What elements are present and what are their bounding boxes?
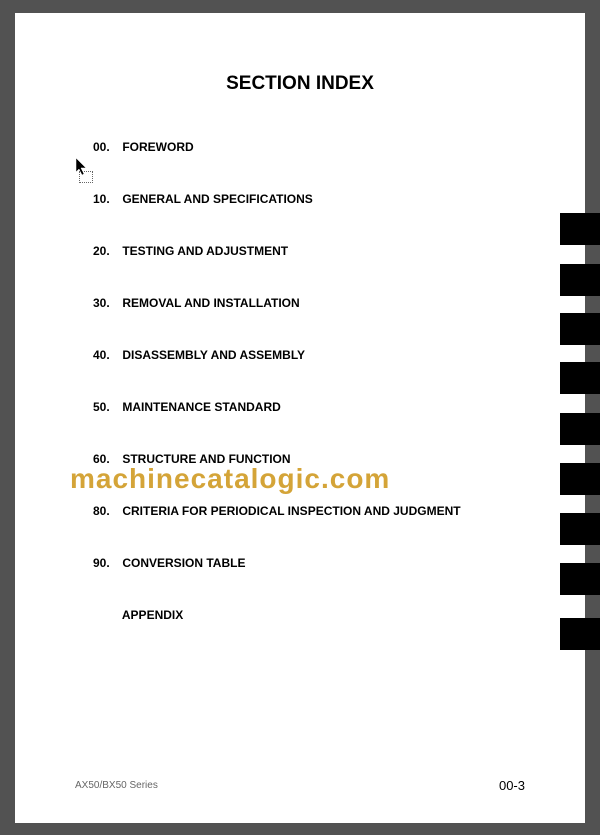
footer-page-number: 00-3 bbox=[499, 778, 525, 793]
index-label: FOREWORD bbox=[122, 140, 193, 154]
index-number: 40. bbox=[93, 348, 119, 362]
section-tab[interactable] bbox=[560, 463, 600, 495]
section-tab[interactable] bbox=[560, 213, 600, 245]
index-item: 40. DISASSEMBLY AND ASSEMBLY bbox=[75, 348, 525, 362]
index-item: 10. GENERAL AND SPECIFICATIONS bbox=[75, 192, 525, 206]
section-tab[interactable] bbox=[560, 264, 600, 296]
index-label: CRITERIA FOR PERIODICAL INSPECTION AND J… bbox=[122, 504, 460, 518]
index-label: TESTING AND ADJUSTMENT bbox=[122, 244, 288, 258]
index-number: 80. bbox=[93, 504, 119, 518]
index-label: MAINTENANCE STANDARD bbox=[122, 400, 280, 414]
index-number: 10. bbox=[93, 192, 119, 206]
page-footer: AX50/BX50 Series 00-3 bbox=[75, 778, 525, 793]
watermark-text: machinecatalogic.com bbox=[70, 463, 390, 495]
index-item: 20. TESTING AND ADJUSTMENT bbox=[75, 244, 525, 258]
index-item: APPENDIX bbox=[75, 608, 525, 622]
section-tab[interactable] bbox=[560, 618, 600, 650]
index-label: REMOVAL AND INSTALLATION bbox=[122, 296, 299, 310]
index-item: 00. FOREWORD bbox=[75, 140, 525, 154]
page-title: SECTION INDEX bbox=[75, 73, 525, 95]
index-number: 20. bbox=[93, 244, 119, 258]
index-item: 50. MAINTENANCE STANDARD bbox=[75, 400, 525, 414]
section-tab[interactable] bbox=[560, 413, 600, 445]
footer-series: AX50/BX50 Series bbox=[75, 780, 158, 791]
index-label: DISASSEMBLY AND ASSEMBLY bbox=[122, 348, 305, 362]
section-tab[interactable] bbox=[560, 362, 600, 394]
index-label: CONVERSION TABLE bbox=[122, 556, 245, 570]
index-item: 90. CONVERSION TABLE bbox=[75, 556, 525, 570]
index-item: 30. REMOVAL AND INSTALLATION bbox=[75, 296, 525, 310]
index-label: GENERAL AND SPECIFICATIONS bbox=[122, 192, 312, 206]
section-tabs bbox=[560, 0, 600, 835]
section-index-list: 00. FOREWORD 10. GENERAL AND SPECIFICATI… bbox=[75, 140, 525, 622]
index-number: 50. bbox=[93, 400, 119, 414]
index-label: APPENDIX bbox=[122, 608, 183, 622]
index-item: 80. CRITERIA FOR PERIODICAL INSPECTION A… bbox=[75, 504, 525, 518]
section-tab[interactable] bbox=[560, 513, 600, 545]
section-tab[interactable] bbox=[560, 563, 600, 595]
index-number: 30. bbox=[93, 296, 119, 310]
document-page: SECTION INDEX 00. FOREWORD 10. GENERAL A… bbox=[15, 13, 585, 823]
index-number: 90. bbox=[93, 556, 119, 570]
index-number: 00. bbox=[93, 140, 119, 154]
section-tab[interactable] bbox=[560, 313, 600, 345]
